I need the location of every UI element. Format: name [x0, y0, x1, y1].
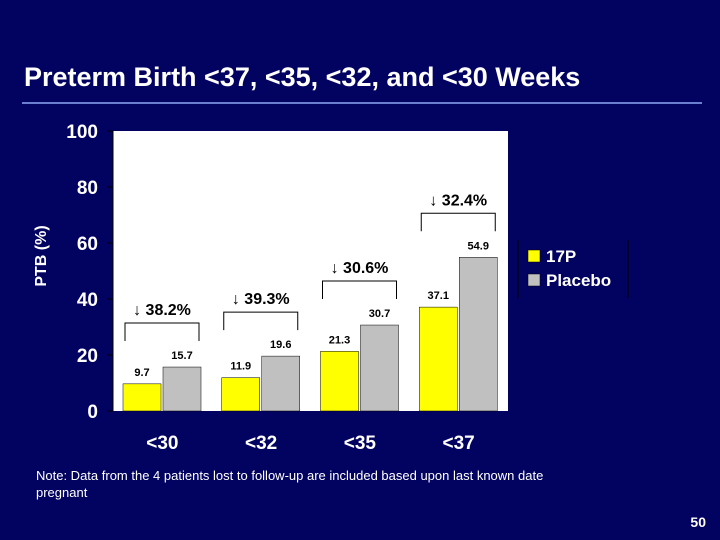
y-tick-label: 0	[87, 402, 98, 423]
reduction-label: ↓ 39.3%	[232, 291, 290, 308]
bar-17p	[320, 351, 359, 412]
reduction-label: ↓ 30.6%	[331, 260, 389, 277]
bar-17p	[419, 306, 458, 412]
title-rule	[22, 102, 702, 104]
bar-placebo	[261, 355, 300, 412]
data-label-placebo: 54.9	[468, 240, 489, 252]
footnote: Note: Data from the 4 patients lost to f…	[36, 468, 544, 500]
slide-title: Preterm Birth <37, <35, <32, and <30 Wee…	[24, 62, 581, 92]
legend-swatch-17p	[527, 249, 541, 263]
data-label-placebo: 30.7	[369, 308, 390, 320]
reduction-label: ↓ 38.2%	[133, 302, 191, 319]
legend-label-17p: 17P	[546, 247, 576, 266]
y-tick-label: 100	[66, 122, 98, 143]
bar-placebo	[459, 257, 498, 412]
bar-placebo	[162, 366, 202, 412]
x-tick-label: <30	[146, 433, 178, 454]
reduction-bracket	[322, 280, 397, 300]
reduction-label: ↓ 32.4%	[429, 192, 487, 209]
bar-chart: 0 20 40 60 80 100 PTB (%) 9.7 15.7 <30 ↓ 38.2% 11.9…	[33, 122, 629, 454]
x-tick-label: <32	[245, 433, 277, 454]
x-tick-label: <35	[344, 433, 377, 454]
data-label-17p: 21.3	[329, 334, 350, 346]
page-number: 50	[690, 514, 706, 530]
data-label-placebo: 15.7	[171, 350, 192, 362]
x-tick-label: <37	[443, 433, 475, 454]
bar-17p	[122, 383, 162, 412]
reduction-bracket	[124, 322, 200, 342]
y-axis-title: PTB (%)	[33, 225, 50, 286]
y-tick-label: 60	[77, 234, 98, 255]
reduction-bracket	[223, 311, 299, 331]
y-tick-label: 20	[77, 346, 98, 367]
y-tick-label: 40	[77, 290, 98, 311]
data-label-placebo: 19.6	[270, 339, 291, 351]
reduction-bracket	[420, 212, 496, 232]
bar-placebo	[360, 324, 399, 412]
legend-label-placebo: Placebo	[546, 271, 611, 290]
y-tick-label: 80	[77, 178, 98, 199]
legend-swatch-placebo	[527, 273, 541, 287]
data-label-17p: 11.9	[230, 361, 251, 373]
bar-17p	[221, 377, 260, 412]
data-label-17p: 9.7	[134, 367, 149, 379]
data-label-17p: 37.1	[428, 290, 449, 302]
